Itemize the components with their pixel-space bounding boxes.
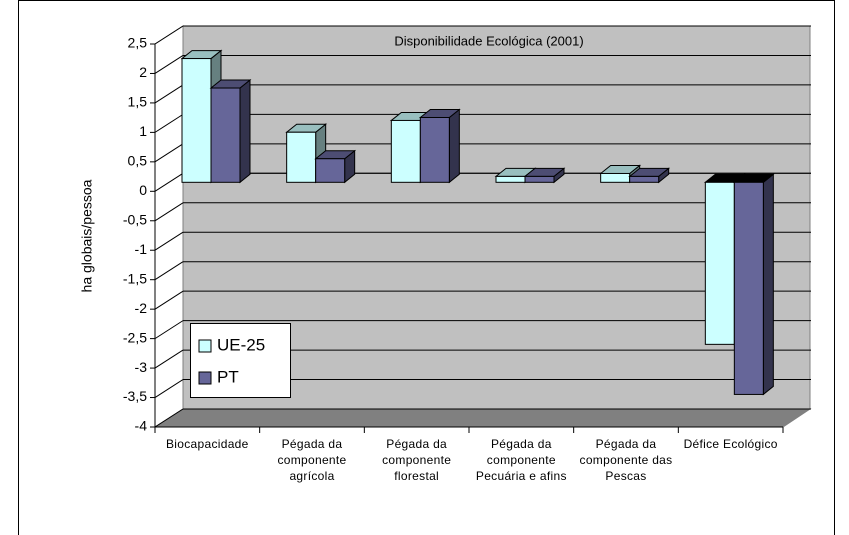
grid-line-side — [154, 379, 184, 398]
x-tick-label: Pégada da componente Pecuária e afins — [475, 437, 567, 483]
y-tick-label: 1 — [139, 123, 147, 139]
grid-line-side — [154, 202, 184, 222]
y-tick-label: 2,5 — [128, 35, 148, 51]
x-tick-label: Pégada da componente agrícola — [277, 437, 347, 483]
grid-line-side — [154, 55, 184, 74]
y-tick-label: -4 — [135, 418, 148, 434]
bar — [286, 131, 317, 183]
x-tick-label: Défice Ecológico — [683, 437, 778, 451]
bar — [210, 87, 241, 183]
grid-line-side — [154, 172, 184, 192]
chart-title: Disponibilidade Ecológica (2001) — [394, 33, 583, 48]
bar — [495, 175, 526, 183]
y-tick-label: -2,5 — [123, 329, 147, 345]
legend: UE-25 PT — [190, 323, 291, 398]
y-tick-label: -2 — [135, 300, 148, 316]
y-tick-label: -3 — [135, 359, 148, 375]
y-tick-label: -3,5 — [123, 388, 147, 404]
legend-swatch — [198, 371, 212, 385]
grid-line-side — [154, 408, 184, 428]
bar-side — [239, 78, 251, 184]
y-tick-label: 0 — [139, 182, 147, 198]
grid-line-side — [154, 25, 184, 45]
y-axis-label: ha globais/pessoa — [79, 179, 95, 292]
floor — [153, 408, 812, 428]
x-tick-label: Pégada da componente florestal — [382, 437, 452, 483]
legend-label: UE-25 — [217, 335, 265, 354]
bar-side — [762, 173, 774, 396]
bars — [180, 49, 775, 396]
bar — [629, 175, 660, 183]
legend-label: PT — [217, 367, 239, 386]
bar — [181, 58, 212, 183]
bar — [419, 116, 450, 183]
grid-line-side — [154, 349, 184, 369]
legend-box — [190, 323, 291, 398]
bar — [390, 119, 421, 183]
bar — [315, 158, 346, 183]
bar-side — [448, 108, 460, 184]
y-tick-label: 0,5 — [128, 153, 148, 169]
x-tick-label: Pégada da componente das Pescas — [579, 437, 673, 483]
grid-line-side — [154, 261, 184, 281]
y-tick-label: -0,5 — [123, 211, 147, 227]
y-tick-label: 2 — [139, 64, 147, 80]
bar — [600, 172, 631, 183]
bar — [704, 181, 735, 345]
grid-line-side — [154, 113, 184, 133]
side-wall — [154, 25, 184, 428]
bar — [524, 175, 555, 183]
grid-line-side — [154, 320, 184, 340]
grid — [150, 25, 811, 433]
y-tick-label: -1 — [135, 241, 148, 257]
grid-line-side — [154, 290, 184, 310]
grid-line-side — [154, 84, 184, 104]
legend-swatch — [198, 339, 212, 353]
x-tick-label: Biocapacidade — [166, 437, 249, 451]
grid-line-side — [154, 231, 184, 251]
y-tick-label: 1,5 — [128, 94, 148, 110]
grid-line-side — [154, 143, 184, 163]
bar — [733, 181, 764, 395]
y-tick-label: -1,5 — [123, 270, 147, 286]
